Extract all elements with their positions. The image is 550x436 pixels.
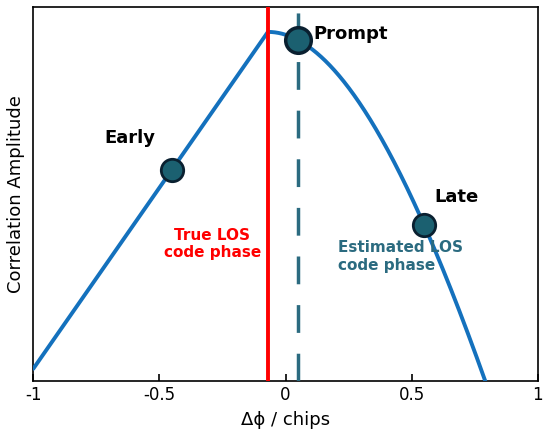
X-axis label: Δϕ / chips: Δϕ / chips <box>241 411 330 429</box>
Point <box>420 222 428 229</box>
Point <box>294 37 302 44</box>
Text: True LOS
code phase: True LOS code phase <box>164 228 261 260</box>
Text: Prompt: Prompt <box>314 25 388 43</box>
Text: Late: Late <box>434 188 478 206</box>
Text: Estimated LOS
code phase: Estimated LOS code phase <box>338 240 464 272</box>
Point <box>168 166 177 173</box>
Y-axis label: Correlation Amplitude: Correlation Amplitude <box>7 95 25 293</box>
Text: Early: Early <box>104 129 155 147</box>
